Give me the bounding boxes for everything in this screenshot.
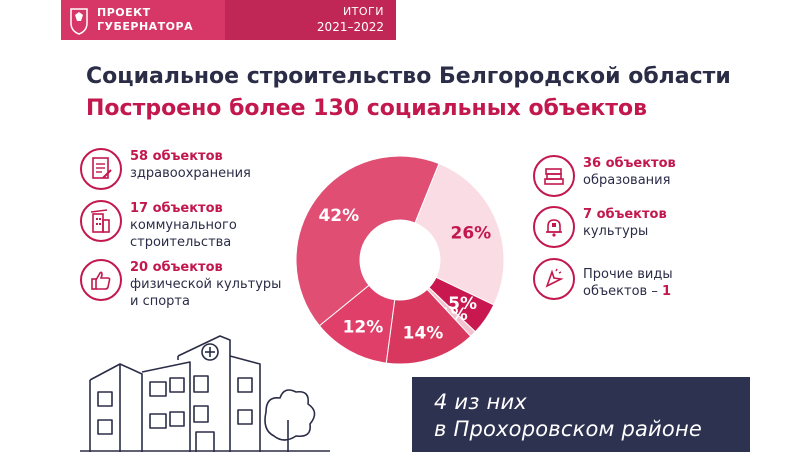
thumbs-up-icon bbox=[80, 259, 122, 301]
pie-slice-0 bbox=[414, 162, 505, 306]
category-other: Прочие виды объектов – 1 bbox=[533, 258, 673, 300]
page-title: Социальное строительство Белгородской об… bbox=[86, 64, 731, 89]
pie-label-4: 12% bbox=[343, 317, 384, 337]
pie-label-5: 42% bbox=[318, 206, 359, 226]
medical-document-icon bbox=[80, 148, 122, 190]
bell-icon bbox=[533, 206, 575, 248]
donut-chart: 26% 5% 1% 14% 12% 42% bbox=[290, 150, 510, 370]
culture-label: культуры bbox=[583, 224, 649, 239]
category-healthcare: 58 объектов здравоохранения bbox=[80, 148, 251, 190]
project-line-1: ПРОЕКТ bbox=[97, 6, 151, 19]
banner-line-1: 4 из них bbox=[434, 390, 527, 414]
category-sport: 20 объектов физической культуры и спорта bbox=[80, 259, 281, 310]
sport-label-2: и спорта bbox=[130, 294, 190, 309]
culture-count: 7 объектов bbox=[583, 207, 667, 222]
sport-count: 20 объектов bbox=[130, 260, 223, 275]
header-bar: ПРОЕКТ ГУБЕРНАТОРА ИТОГИ 2021–2022 bbox=[61, 0, 396, 40]
project-line-2: ГУБЕРНАТОРА bbox=[97, 20, 194, 33]
project-label: ПРОЕКТ ГУБЕРНАТОРА bbox=[97, 6, 193, 34]
emblem-icon bbox=[70, 8, 88, 35]
other-value: 1 bbox=[661, 284, 672, 299]
healthcare-label: здравоохранения bbox=[130, 166, 251, 181]
category-education: 36 объектов образования bbox=[533, 155, 676, 197]
books-icon bbox=[533, 155, 575, 197]
communal-label-1: коммунального bbox=[130, 218, 237, 233]
other-label-2: объектов – 1 bbox=[583, 283, 673, 300]
results-label: ИТОГИ bbox=[342, 5, 384, 18]
category-culture: 7 объектов культуры bbox=[533, 206, 667, 248]
communal-label-2: строительства bbox=[130, 235, 232, 250]
highlight-banner: 4 из них в Прохоровском районе bbox=[412, 377, 750, 452]
communal-count: 17 объектов bbox=[130, 201, 223, 216]
cursor-icon bbox=[533, 258, 575, 300]
banner-line-2: в Прохоровском районе bbox=[434, 417, 702, 441]
other-label-1: Прочие виды bbox=[583, 267, 673, 282]
education-count: 36 объектов bbox=[583, 156, 676, 171]
hospital-building-illustration bbox=[80, 335, 330, 452]
results-block: ИТОГИ 2021–2022 bbox=[225, 0, 396, 40]
other-prefix: объектов – bbox=[583, 284, 662, 299]
sport-label-1: физической культуры bbox=[130, 277, 282, 292]
pie-label-3: 14% bbox=[403, 323, 444, 343]
pie-label-1: 5% bbox=[448, 294, 477, 314]
results-years: 2021–2022 bbox=[316, 20, 384, 34]
donut-chart-svg: 26%5%1%14%12%42% bbox=[295, 155, 505, 365]
pie-slice-5 bbox=[295, 155, 440, 327]
education-label: образования bbox=[583, 173, 671, 188]
pie-label-0: 26% bbox=[451, 224, 492, 244]
healthcare-count: 58 объектов bbox=[130, 149, 223, 164]
project-block: ПРОЕКТ ГУБЕРНАТОРА bbox=[61, 0, 225, 40]
category-communal: 17 объектов коммунального строительства bbox=[80, 200, 237, 251]
page-subtitle: Построено более 130 социальных объектов bbox=[86, 96, 648, 121]
building-icon bbox=[80, 200, 122, 242]
